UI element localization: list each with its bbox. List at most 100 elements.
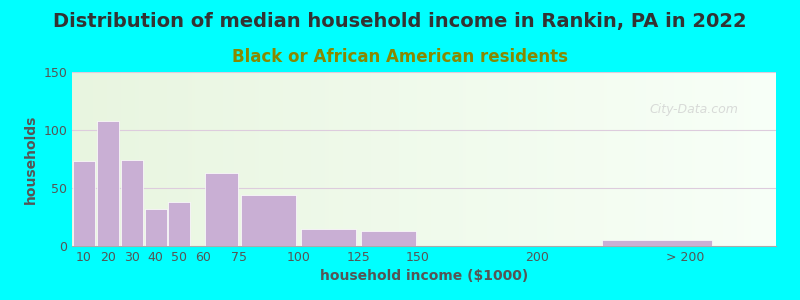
Bar: [720, 72, 723, 246]
Bar: [160, 72, 163, 246]
Bar: [371, 72, 374, 246]
Bar: [607, 72, 610, 246]
Bar: [540, 72, 544, 246]
Bar: [526, 72, 530, 246]
Bar: [688, 72, 691, 246]
Bar: [726, 72, 730, 246]
Bar: [311, 72, 315, 246]
Bar: [621, 72, 625, 246]
Bar: [361, 72, 364, 246]
Bar: [663, 72, 667, 246]
Bar: [586, 72, 590, 246]
Bar: [255, 72, 258, 246]
Bar: [343, 72, 346, 246]
Bar: [139, 72, 142, 246]
Bar: [350, 72, 354, 246]
Bar: [417, 72, 421, 246]
Bar: [515, 72, 519, 246]
Bar: [322, 72, 326, 246]
Bar: [157, 72, 160, 246]
Bar: [698, 72, 702, 246]
Bar: [399, 72, 403, 246]
Bar: [597, 72, 600, 246]
Text: Distribution of median household income in Rankin, PA in 2022: Distribution of median household income …: [53, 12, 747, 31]
Bar: [110, 72, 114, 246]
Bar: [470, 72, 474, 246]
Bar: [185, 72, 188, 246]
Bar: [132, 72, 135, 246]
Bar: [632, 72, 635, 246]
Bar: [614, 72, 618, 246]
Bar: [223, 72, 227, 246]
Bar: [346, 72, 350, 246]
Bar: [294, 72, 298, 246]
Bar: [562, 72, 565, 246]
Bar: [424, 72, 427, 246]
Bar: [575, 72, 579, 246]
Bar: [480, 72, 484, 246]
Bar: [582, 72, 586, 246]
Bar: [205, 173, 238, 246]
Bar: [273, 72, 276, 246]
Bar: [167, 72, 170, 246]
Bar: [459, 72, 462, 246]
Bar: [213, 72, 216, 246]
Bar: [484, 72, 487, 246]
Bar: [554, 72, 558, 246]
Bar: [107, 72, 110, 246]
Bar: [442, 72, 445, 246]
Bar: [653, 72, 656, 246]
Bar: [477, 72, 480, 246]
Bar: [135, 72, 139, 246]
Bar: [90, 72, 93, 246]
Bar: [392, 72, 396, 246]
Bar: [86, 72, 90, 246]
Bar: [210, 72, 213, 246]
Bar: [146, 72, 150, 246]
Bar: [565, 72, 568, 246]
Bar: [195, 72, 198, 246]
Bar: [738, 72, 741, 246]
Bar: [628, 72, 632, 246]
Bar: [434, 72, 438, 246]
Bar: [537, 72, 540, 246]
Bar: [487, 72, 491, 246]
Y-axis label: households: households: [24, 114, 38, 204]
Bar: [114, 72, 118, 246]
Bar: [216, 72, 220, 246]
Bar: [301, 229, 356, 246]
Bar: [474, 72, 477, 246]
Bar: [242, 195, 296, 246]
Bar: [410, 72, 414, 246]
Bar: [125, 72, 128, 246]
Bar: [751, 72, 755, 246]
Bar: [755, 72, 758, 246]
Bar: [593, 72, 597, 246]
Bar: [192, 72, 195, 246]
Bar: [635, 72, 638, 246]
Bar: [276, 72, 280, 246]
Bar: [452, 72, 456, 246]
Bar: [674, 72, 678, 246]
Text: City-Data.com: City-Data.com: [650, 103, 738, 116]
Bar: [301, 72, 304, 246]
Bar: [286, 72, 290, 246]
Bar: [251, 72, 255, 246]
X-axis label: household income ($1000): household income ($1000): [320, 269, 528, 284]
Bar: [650, 72, 653, 246]
Bar: [333, 72, 336, 246]
Bar: [568, 72, 572, 246]
Bar: [266, 72, 269, 246]
Bar: [227, 72, 230, 246]
Bar: [234, 72, 238, 246]
Bar: [678, 72, 681, 246]
Bar: [660, 72, 663, 246]
Bar: [498, 72, 502, 246]
Bar: [329, 72, 333, 246]
Bar: [290, 72, 294, 246]
Bar: [494, 72, 498, 246]
Bar: [198, 72, 202, 246]
Bar: [368, 72, 371, 246]
Bar: [364, 72, 368, 246]
Bar: [766, 72, 769, 246]
